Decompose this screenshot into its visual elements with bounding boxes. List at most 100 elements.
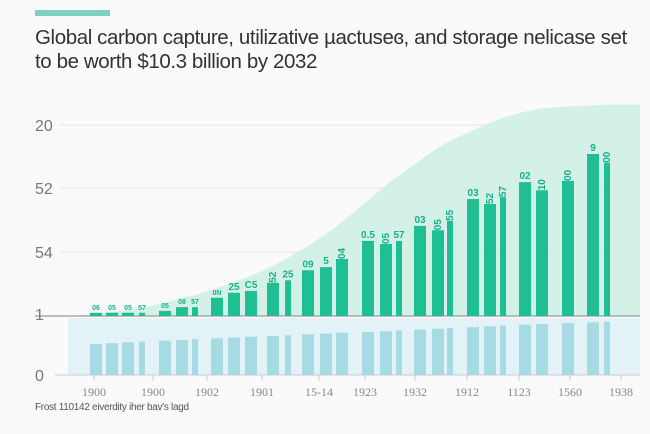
x-tick-label: 1932 xyxy=(403,385,427,399)
bar xyxy=(484,204,496,316)
bar xyxy=(285,280,291,316)
data-label: 57 xyxy=(393,230,405,241)
bar-reflection xyxy=(500,325,506,375)
bar-reflection xyxy=(122,342,134,375)
bar-reflection xyxy=(320,333,332,375)
bar xyxy=(604,162,610,316)
bar xyxy=(467,199,479,316)
bar xyxy=(396,240,402,316)
bar-reflection xyxy=(362,332,374,375)
bar xyxy=(432,230,444,316)
bar xyxy=(500,197,506,316)
bar-reflection xyxy=(90,344,102,375)
bar-reflection xyxy=(267,336,279,375)
data-label: 55 xyxy=(445,209,456,221)
x-tick-label: 1901 xyxy=(250,385,274,399)
bar-reflection xyxy=(519,324,531,375)
x-tick-label: 1560 xyxy=(558,385,582,399)
bar-reflection xyxy=(484,326,496,375)
x-tick-label: 1900 xyxy=(82,385,106,399)
x-tick-label: 1902 xyxy=(195,385,219,399)
chart-title: Global carbon capture, utilizative µactu… xyxy=(35,26,627,73)
bar xyxy=(267,282,279,316)
data-label: 00 xyxy=(602,151,613,163)
y-tick-label: 1 xyxy=(35,307,44,324)
y-tick-label: 20 xyxy=(35,118,53,135)
bar-reflection xyxy=(192,339,198,375)
bar xyxy=(414,225,426,316)
y-tick-label: 54 xyxy=(35,245,53,262)
data-label: 10 xyxy=(537,179,548,191)
data-label: 05 xyxy=(108,305,116,312)
data-label: 00 xyxy=(563,169,574,181)
x-tick-label: 1923 xyxy=(353,385,377,399)
data-label: 0N xyxy=(213,290,222,297)
bar-reflection xyxy=(467,327,479,375)
bar xyxy=(122,312,134,316)
x-tick-label: 1912 xyxy=(455,385,479,399)
data-label: 03 xyxy=(414,215,426,226)
bar-reflection xyxy=(285,335,291,375)
data-label: 57 xyxy=(191,299,199,306)
data-label: 9 xyxy=(590,143,596,154)
bar-reflection xyxy=(587,322,599,375)
data-label: 02 xyxy=(519,171,531,182)
data-label: 06 xyxy=(92,305,100,312)
bar-reflection xyxy=(139,341,145,375)
bar xyxy=(159,310,171,316)
bar-reflection xyxy=(414,329,426,375)
x-tick-label: 1123 xyxy=(507,385,531,399)
data-label: 52 xyxy=(268,271,279,283)
reflection-background xyxy=(68,318,640,375)
bar xyxy=(245,290,257,316)
data-label: 09 xyxy=(302,259,314,270)
bar xyxy=(380,244,392,316)
data-label: 04 xyxy=(337,247,348,259)
y-tick-label: 52 xyxy=(35,181,53,198)
data-label: 05 xyxy=(161,303,169,310)
bar xyxy=(302,270,314,316)
bar xyxy=(211,297,223,316)
data-label: 57 xyxy=(498,186,509,198)
x-tick-label: 1900 xyxy=(141,385,165,399)
bar xyxy=(587,154,599,316)
bar xyxy=(90,312,102,316)
bar xyxy=(447,220,453,316)
y-tick-label: 0 xyxy=(35,368,44,385)
bar xyxy=(176,307,188,316)
bar xyxy=(192,307,198,316)
bar-reflection xyxy=(245,336,257,375)
data-label: 25 xyxy=(282,269,294,280)
bar xyxy=(562,180,574,316)
bar xyxy=(228,292,240,316)
bar-reflection xyxy=(336,332,348,375)
bar-reflection xyxy=(211,338,223,375)
bar xyxy=(362,240,374,316)
bar-reflection xyxy=(432,328,444,375)
data-label: 05 xyxy=(381,232,392,244)
bar-reflection xyxy=(562,323,574,375)
bar-reflection xyxy=(536,324,548,375)
bar xyxy=(320,267,332,316)
footnote: Frost 110142 eiverdity iher bav's lagd xyxy=(35,402,189,413)
bar xyxy=(519,182,531,316)
data-label: 08 xyxy=(178,299,186,306)
data-label: 5 xyxy=(323,256,329,267)
bar-reflection xyxy=(447,328,453,375)
bar-reflection xyxy=(302,334,314,375)
data-label: 52 xyxy=(485,192,496,204)
data-label: 57 xyxy=(138,305,146,312)
bar xyxy=(536,190,548,316)
bar-reflection xyxy=(106,343,118,375)
data-label: 0.5 xyxy=(361,230,375,241)
data-label: 05 xyxy=(433,219,444,231)
x-tick-label: 1938 xyxy=(609,385,633,399)
data-label: C5 xyxy=(245,280,258,291)
bar xyxy=(106,312,118,316)
data-label: 25 xyxy=(228,282,240,293)
data-label: 05 xyxy=(124,305,132,312)
bar xyxy=(336,259,348,316)
bar-reflection xyxy=(176,340,188,375)
bar-reflection xyxy=(159,340,171,375)
